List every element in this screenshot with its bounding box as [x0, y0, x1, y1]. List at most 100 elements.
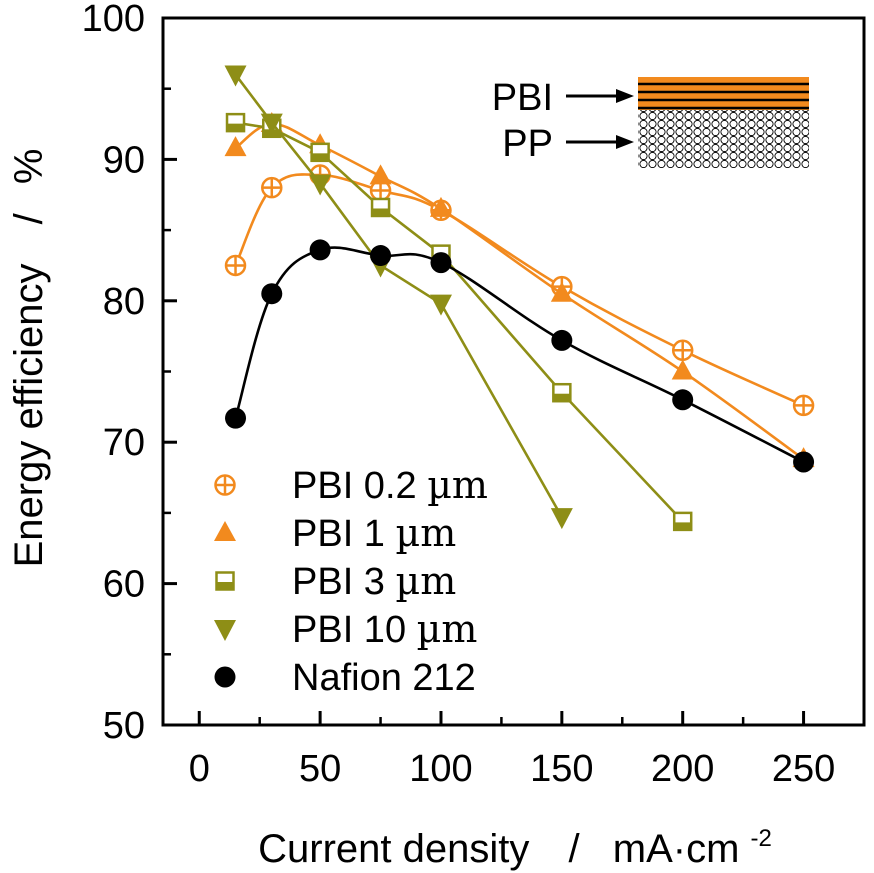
pbi-arrow-head	[616, 89, 634, 103]
marker-circle	[551, 329, 573, 351]
y-tick-label: 70	[103, 422, 145, 464]
marker-triangle-down	[224, 65, 247, 87]
legend-label-unit: µm	[396, 511, 457, 555]
pbi-layer	[638, 77, 809, 110]
y-tick-label: 100	[82, 0, 145, 40]
data-point	[225, 112, 246, 133]
data-point	[261, 283, 283, 305]
marker-circle	[214, 666, 236, 688]
marker-square-fill	[372, 208, 390, 216]
marker-square-fill	[674, 522, 692, 530]
x-axis-unit-exponent: -2	[751, 825, 772, 852]
marker-triangle-down	[214, 620, 236, 641]
data-point	[370, 245, 392, 267]
marker-triangle-up	[214, 521, 236, 541]
x-axis-ticks: 0 50 100 150 200 250	[189, 711, 835, 790]
series-layer	[224, 65, 815, 532]
data-point	[792, 394, 815, 417]
data-point	[550, 281, 573, 302]
pp-arrow-head	[616, 135, 634, 149]
series-line	[234, 246, 805, 464]
legend-label: PBI 3 µm	[292, 559, 456, 603]
x-axis-separator: /	[569, 827, 581, 871]
data-point	[671, 359, 694, 380]
y-tick-label: 60	[103, 564, 145, 606]
data-point	[430, 252, 452, 274]
series-1	[224, 164, 815, 417]
marker-triangle-down	[260, 113, 283, 135]
y-axis-title: Energy efficiency / %	[7, 149, 51, 568]
series-line	[234, 173, 805, 407]
data-point	[224, 136, 247, 157]
legend-label-unit: µm	[427, 463, 488, 507]
data-point	[551, 329, 573, 351]
data-point	[309, 174, 332, 196]
marker-triangle-down	[429, 294, 452, 316]
data-point	[672, 389, 694, 411]
marker-square-fill	[227, 123, 245, 132]
marker-circle	[225, 407, 247, 429]
legend-marker	[214, 620, 236, 641]
y-tick-label: 50	[103, 705, 145, 747]
data-point	[261, 176, 283, 199]
y-axis-unit: %	[7, 149, 51, 185]
x-tick-label: 150	[530, 748, 593, 790]
data-point	[309, 239, 331, 261]
y-axis-ticks: 50 60 70 80 90 100	[82, 0, 177, 747]
legend-label-unit: µm	[417, 607, 478, 651]
marker-square-fill	[311, 153, 329, 161]
legend-marker	[214, 666, 236, 688]
y-axis-separator: /	[7, 212, 51, 224]
data-point	[260, 113, 283, 135]
data-point	[310, 142, 330, 163]
marker-circle	[370, 245, 392, 267]
data-point	[550, 508, 573, 530]
legend-label: PBI 10 µm	[292, 607, 477, 651]
data-point	[672, 511, 693, 532]
y-tick-label: 80	[103, 281, 145, 323]
inset-label-pbi: PBI	[492, 77, 553, 119]
legend-label-main: PBI 1	[292, 513, 396, 555]
legend-label: PBI 0.2 µm	[292, 463, 488, 507]
marker-triangle-down	[550, 508, 573, 530]
y-axis-label: Energy efficiency	[7, 264, 51, 568]
series-5	[225, 239, 815, 473]
legend-marker	[214, 521, 236, 541]
legend-label: Nafion 212	[292, 657, 476, 699]
series-line	[235, 121, 684, 523]
x-tick-label: 0	[189, 748, 210, 790]
marker-triangle-up	[550, 281, 573, 302]
x-tick-label: 250	[772, 748, 835, 790]
legend-label-main: PBI 3	[292, 561, 396, 603]
data-point	[224, 65, 247, 87]
data-point	[224, 254, 247, 277]
legend-marker	[214, 474, 236, 496]
legend-label-main: PBI 0.2	[292, 465, 427, 507]
data-point	[225, 407, 247, 429]
series-4	[224, 65, 573, 530]
legend-label-unit: µm	[396, 559, 457, 603]
data-point	[793, 451, 815, 473]
legend-label: PBI 1 µm	[292, 511, 456, 555]
x-axis-label: Current density	[258, 827, 529, 871]
marker-circle	[430, 252, 452, 274]
marker-triangle-up	[429, 196, 452, 217]
data-point	[429, 196, 452, 217]
data-point	[369, 164, 392, 185]
series-2	[224, 112, 815, 468]
y-tick-label: 90	[103, 139, 145, 181]
marker-circle	[261, 283, 283, 305]
data-point	[429, 294, 452, 316]
marker-triangle-down	[309, 174, 332, 196]
marker-triangle-up	[369, 164, 392, 185]
x-axis-unit: mA·cm	[613, 827, 740, 871]
data-point	[552, 382, 572, 403]
marker-square-fill	[553, 393, 571, 402]
marker-square-fill	[216, 582, 234, 590]
inset-label-pp: PP	[502, 123, 553, 165]
marker-circle	[309, 239, 331, 261]
x-tick-label: 200	[651, 748, 714, 790]
marker-triangle-up	[224, 136, 247, 157]
